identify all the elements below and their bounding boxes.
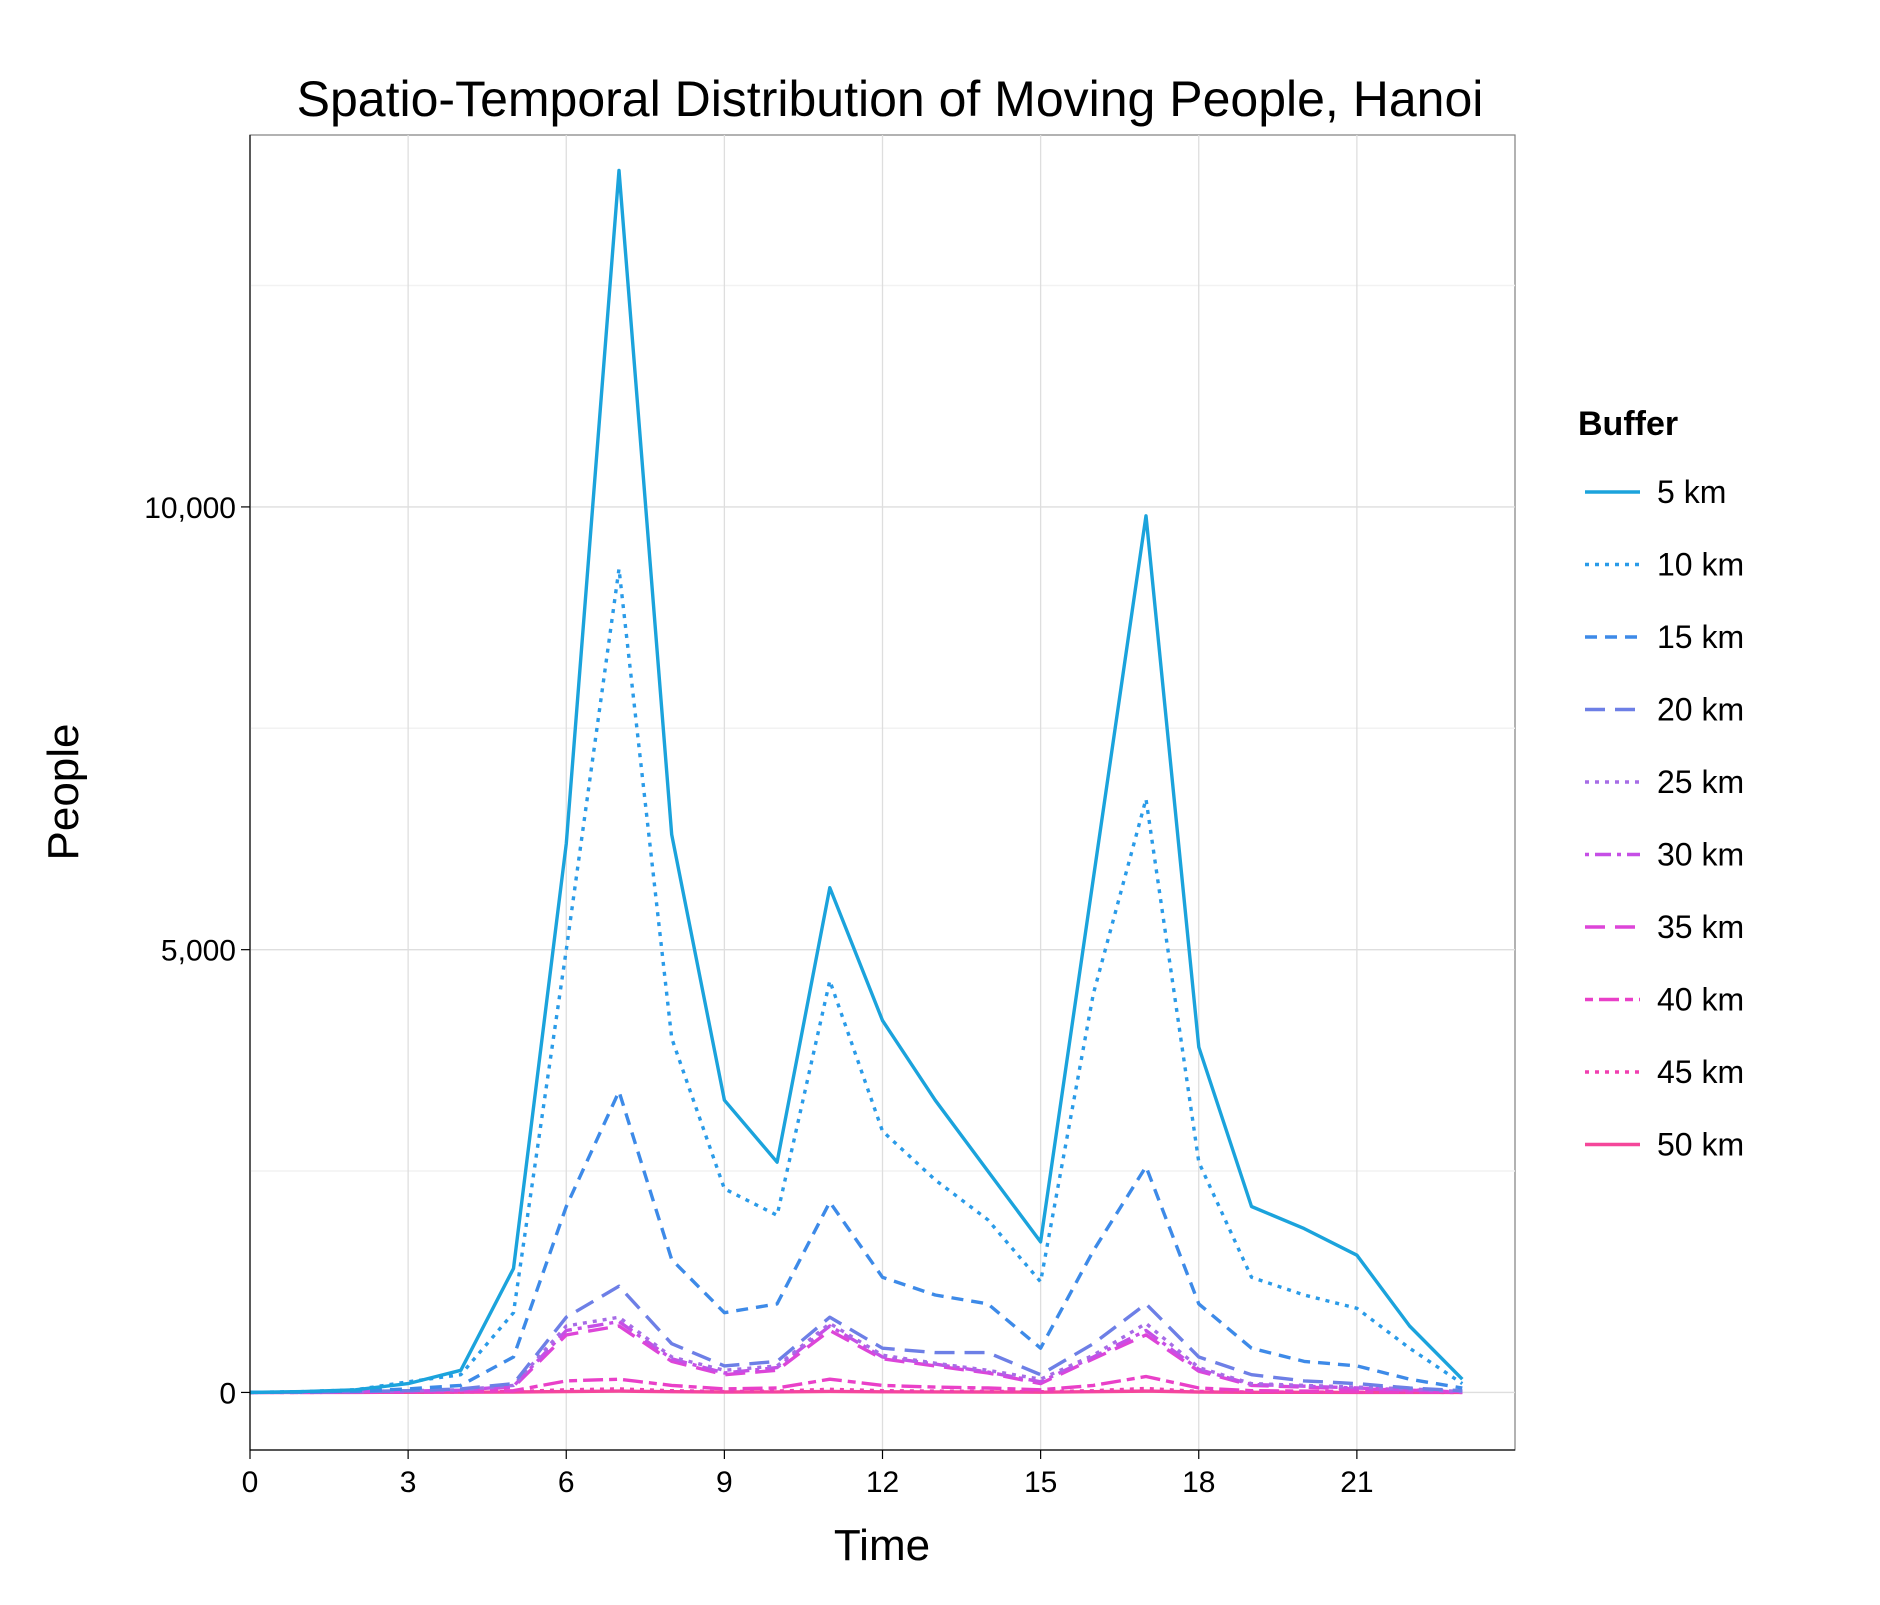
series-line-15-km: [249, 1089, 1463, 1395]
legend-title: Buffer: [1578, 405, 1678, 443]
y-tick-label: 0: [219, 1377, 236, 1410]
series-line-20-km: [249, 1284, 1463, 1395]
legend-label: 25 km: [1657, 764, 1744, 800]
legend-label: 45 km: [1657, 1054, 1744, 1090]
x-tick-label: 9: [716, 1466, 733, 1499]
legend: Buffer 5 km 10 km 15 km 20 km 25 km 30 km 35 k…: [1578, 405, 1744, 1163]
x-tick-label: 3: [400, 1466, 417, 1499]
series-line-5-km: [249, 168, 1464, 1395]
x-axis-label: Time: [834, 1521, 930, 1570]
legend-label: 35 km: [1657, 909, 1744, 945]
x-tick-label: 0: [242, 1466, 259, 1499]
y-tick-label: 5,000: [161, 935, 236, 968]
legend-items: 5 km 10 km 15 km 20 km 25 km 30 km 35 km 40 km 4…: [1585, 474, 1744, 1163]
x-tick-label: 18: [1182, 1466, 1215, 1499]
chart-title: Spatio-Temporal Distribution of Moving P…: [297, 71, 1484, 127]
legend-label: 50 km: [1657, 1127, 1744, 1163]
x-tick-label: 21: [1340, 1466, 1373, 1499]
series-lines: [249, 168, 1464, 1395]
legend-label: 20 km: [1657, 692, 1744, 728]
y-tick-label: 10,000: [144, 492, 236, 525]
x-ticks: 0 3 6 9 12 15 18 21: [242, 1450, 1374, 1499]
legend-label: 40 km: [1657, 982, 1744, 1018]
legend-label: 10 km: [1657, 547, 1744, 583]
legend-label: 15 km: [1657, 619, 1744, 655]
x-tick-label: 6: [558, 1466, 575, 1499]
series-line-10-km: [249, 567, 1464, 1395]
y-ticks: 0 5,000 10,000: [144, 492, 250, 1410]
x-tick-label: 15: [1024, 1466, 1057, 1499]
y-axis-label: People: [39, 723, 88, 860]
series-line-25-km: [249, 1315, 1463, 1395]
legend-label: 5 km: [1657, 474, 1726, 510]
legend-label: 30 km: [1657, 837, 1744, 873]
x-tick-label: 12: [866, 1466, 899, 1499]
